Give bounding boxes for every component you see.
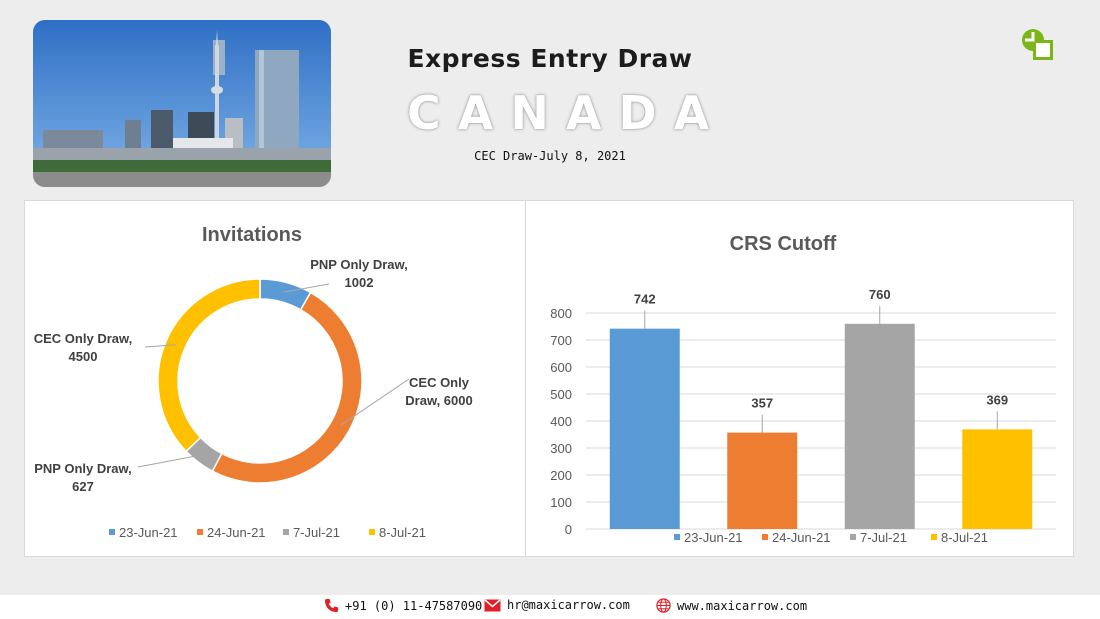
bar-8-Jul-21: [962, 429, 1033, 529]
donut-leader-line-3: [137, 453, 205, 468]
phone-contact[interactable]: +91 (0) 11-47587090: [324, 598, 482, 613]
legend-label: 8-Jul-21: [941, 530, 988, 545]
invitations-donut-chart: Invitations PNP Only Draw, 1002 CEC Only Dr…: [34, 224, 473, 540]
legend-label: 24-Jun-21: [207, 525, 266, 540]
legend-swatch: [850, 534, 856, 540]
legend-swatch: [197, 529, 203, 535]
bar-legend-item-2: 24-Jun-21: [762, 530, 831, 545]
legend-label: 24-Jun-21: [772, 530, 831, 545]
y-tick-label-100: 100: [550, 495, 572, 510]
legend-swatch: [674, 534, 680, 540]
donut-slice-2: [211, 291, 363, 484]
phone-number: +91 (0) 11-47587090: [345, 598, 483, 613]
donut-data-label-2: CEC Only Draw, 6000: [405, 375, 472, 408]
donut-legend-item-4: 8-Jul-21: [369, 525, 426, 540]
donut-data-label-4: CEC Only Draw, 4500: [34, 331, 132, 364]
phone-icon: [324, 598, 339, 613]
donut-data-label-3: PNP Only Draw, 627: [34, 461, 132, 494]
y-tick-label-0: 0: [565, 522, 572, 537]
legend-swatch: [931, 534, 937, 540]
legend-label: 23-Jun-21: [119, 525, 178, 540]
y-tick-label-400: 400: [550, 414, 572, 429]
bar-24-Jun-21: [727, 432, 798, 529]
crs-cutoff-chart-panel: CRS Cutoff 0 100 200 300 400 500 600 700 800 742…: [525, 200, 1074, 557]
donut-leader-line-4: [144, 344, 176, 348]
legend-label: 7-Jul-21: [860, 530, 907, 545]
email-address: hr@maxicarrow.com: [507, 598, 630, 612]
legend-swatch: [762, 534, 768, 540]
globe-icon: [656, 598, 671, 613]
website-contact[interactable]: www.maxicarrow.com: [656, 598, 807, 613]
legend-swatch: [109, 529, 115, 535]
country-heading: CANADA: [407, 86, 727, 140]
donut-slice-4: [157, 278, 261, 453]
brand-logo-icon: [1021, 28, 1055, 62]
legend-swatch: [369, 529, 375, 535]
bar-data-label-2: 357: [751, 396, 773, 411]
website-url: www.maxicarrow.com: [677, 598, 808, 613]
legend-swatch: [283, 529, 289, 535]
donut-legend-item-3: 7-Jul-21: [283, 525, 340, 540]
donut-legend-item-1: 23-Jun-21: [109, 525, 178, 540]
contact-footer: +91 (0) 11-47587090 hr@maxicarrow.com ww…: [0, 595, 1100, 619]
bar-legend-item-4: 8-Jul-21: [931, 530, 988, 545]
legend-label: 8-Jul-21: [379, 525, 426, 540]
bar-legend-item-1: 23-Jun-21: [674, 530, 743, 545]
y-tick-label-700: 700: [550, 333, 572, 348]
donut-leader-line-2: [340, 378, 410, 426]
legend-label: 23-Jun-21: [684, 530, 743, 545]
crs-cutoff-chart-title: CRS Cutoff: [730, 233, 837, 255]
bar-data-label-1: 742: [634, 292, 656, 307]
toronto-skyline-photo: [33, 20, 331, 187]
bar-data-label-3: 760: [869, 287, 891, 302]
draw-date-subtitle: CEC Draw-July 8, 2021: [474, 149, 626, 163]
y-tick-label-200: 200: [550, 468, 572, 483]
bar-legend-item-3: 7-Jul-21: [850, 530, 907, 545]
bar-7-Jul-21: [844, 323, 915, 529]
y-tick-label-300: 300: [550, 441, 572, 456]
y-tick-label-600: 600: [550, 360, 572, 375]
donut-data-label-1: PNP Only Draw, 1002: [310, 257, 408, 290]
donut-leader-line-1: [283, 283, 330, 293]
invitations-chart-title: Invitations: [202, 224, 302, 246]
bar-data-label-4: 369: [986, 392, 1008, 407]
crs-cutoff-bar-chart: CRS Cutoff 0 100 200 300 400 500 600 700 800 742…: [550, 233, 1056, 545]
page-title: Express Entry Draw: [407, 44, 693, 73]
y-tick-label-800: 800: [550, 306, 572, 321]
invitations-chart-panel: Invitations PNP Only Draw, 1002 CEC Only Dr…: [24, 200, 526, 557]
donut-legend-item-2: 24-Jun-21: [197, 525, 266, 540]
y-tick-label-500: 500: [550, 387, 572, 402]
email-icon: [484, 598, 501, 611]
legend-label: 7-Jul-21: [293, 525, 340, 540]
email-contact[interactable]: hr@maxicarrow.com: [484, 598, 630, 612]
bar-23-Jun-21: [609, 328, 680, 529]
